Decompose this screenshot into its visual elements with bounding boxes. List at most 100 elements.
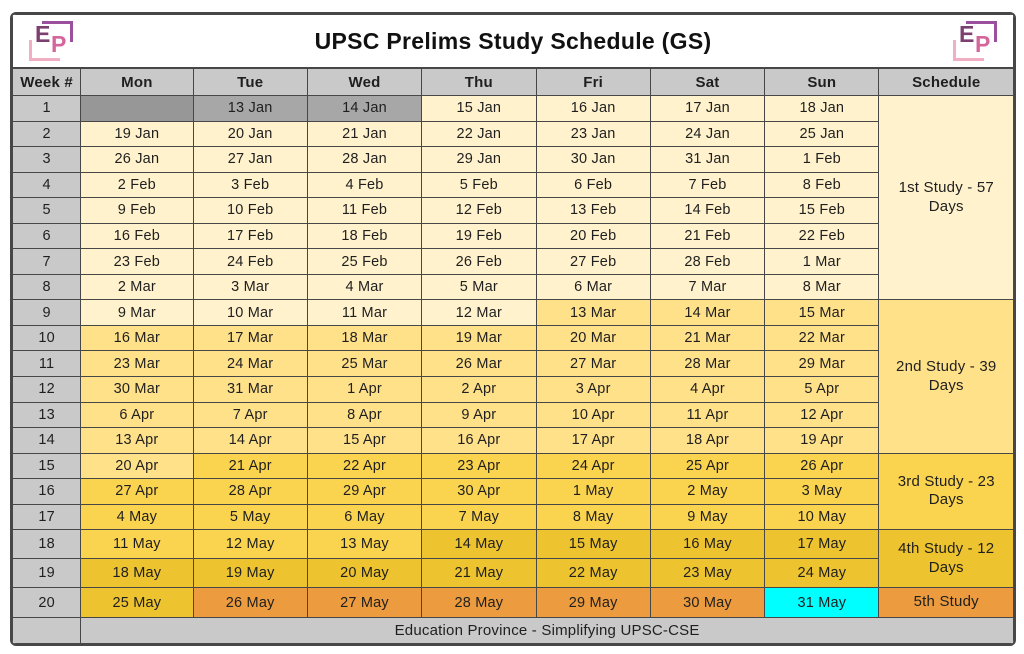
day-cell: 25 Mar bbox=[306, 350, 423, 378]
day-cell: 11 Mar bbox=[306, 299, 423, 326]
day-cell: 1 Mar bbox=[764, 248, 880, 275]
day-cell: 8 May bbox=[535, 503, 651, 531]
schedule-block: 4th Study - 12 Days bbox=[878, 529, 1014, 589]
day-cell: 13 Mar bbox=[535, 299, 651, 326]
day-cell: 21 Apr bbox=[192, 452, 308, 480]
day-cell: 6 Feb bbox=[535, 171, 651, 199]
day-cell: 12 Apr bbox=[764, 401, 880, 429]
day-cell: 31 Jan bbox=[649, 146, 766, 173]
day-cell: 4 Apr bbox=[649, 376, 766, 403]
day-cell: 19 Feb bbox=[421, 222, 537, 250]
day-cell: 17 Apr bbox=[535, 427, 651, 454]
day-cell: 8 Apr bbox=[306, 401, 423, 429]
week-number: 10 bbox=[12, 324, 82, 352]
day-cell: 30 Jan bbox=[535, 146, 651, 173]
day-cell: 7 Mar bbox=[649, 273, 766, 301]
week-number: 17 bbox=[12, 503, 82, 531]
week-number: 4 bbox=[12, 171, 82, 199]
day-cell: 3 May bbox=[764, 478, 880, 505]
schedule-block: 5th Study bbox=[878, 587, 1014, 618]
day-cell: 5 May bbox=[192, 503, 308, 531]
week-row: 14 13 Apr 14 Apr 15 Apr 16 Apr 17 Apr 18 Apr 19… bbox=[12, 427, 1014, 454]
week-number: 12 bbox=[12, 376, 82, 403]
day-cell: 1 Feb bbox=[764, 146, 880, 173]
day-cell: 28 Mar bbox=[649, 350, 766, 378]
day-cell: 17 Feb bbox=[192, 222, 308, 250]
day-cell: 29 Jan bbox=[421, 146, 537, 173]
day-cell: 20 Apr bbox=[80, 452, 194, 480]
schedule-card: E P UPSC Prelims Study Schedule (GS) E P… bbox=[10, 12, 1016, 646]
day-cell: 16 Apr bbox=[421, 427, 537, 454]
day-cell: 17 May bbox=[764, 529, 880, 560]
day-cell: 11 Feb bbox=[306, 197, 423, 224]
day-cell: 28 Apr bbox=[192, 478, 308, 505]
column-header: Schedule bbox=[878, 67, 1014, 96]
day-cell: 23 Mar bbox=[80, 350, 194, 378]
schedule-block: 3rd Study - 23 Days bbox=[878, 452, 1014, 531]
footer-empty-cell bbox=[12, 617, 82, 644]
week-number: 11 bbox=[12, 350, 82, 378]
day-cell: 9 May bbox=[649, 503, 766, 531]
week-number: 1 bbox=[12, 95, 82, 122]
day-cell: 18 May bbox=[80, 558, 194, 589]
logo-bracket-icon bbox=[42, 21, 73, 43]
day-cell: 23 Apr bbox=[421, 452, 537, 480]
day-cell: 4 May bbox=[80, 503, 194, 531]
day-cell: 5 Apr bbox=[764, 376, 880, 403]
ep-logo-left: E P bbox=[27, 20, 75, 62]
logo-letter-p: P bbox=[975, 31, 991, 57]
day-cell: 16 Mar bbox=[80, 324, 194, 352]
day-cell: 5 Mar bbox=[421, 273, 537, 301]
week-number: 20 bbox=[12, 587, 82, 618]
day-cell: 22 Jan bbox=[421, 120, 537, 148]
day-cell: 27 Feb bbox=[535, 248, 651, 275]
week-number: 2 bbox=[12, 120, 82, 148]
day-cell: 10 Feb bbox=[192, 197, 308, 224]
day-cell: 22 Mar bbox=[764, 324, 880, 352]
day-cell: 5 Feb bbox=[421, 171, 537, 199]
column-header: Fri bbox=[535, 67, 651, 96]
day-cell: 27 May bbox=[306, 587, 423, 618]
logo-letter-e: E bbox=[959, 21, 975, 47]
week-row: 2 19 Jan 20 Jan 21 Jan 22 Jan 23 Jan 24 Jan 25 … bbox=[12, 120, 1014, 148]
day-cell: 30 Apr bbox=[421, 478, 537, 505]
day-cell: 30 May bbox=[649, 587, 766, 618]
day-cell: 24 May bbox=[764, 558, 880, 589]
week-row: 20 25 May 26 May 27 May 28 May 29 May 30 May 31… bbox=[12, 587, 1014, 618]
day-cell: 12 Mar bbox=[421, 299, 537, 326]
day-cell: 1 May bbox=[535, 478, 651, 505]
week-row: 10 16 Mar 17 Mar 18 Mar 19 Mar 20 Mar 21 Mar 22… bbox=[12, 324, 1014, 352]
day-cell: 26 May bbox=[192, 587, 308, 618]
day-cell: 29 May bbox=[535, 587, 651, 618]
day-cell: 20 Mar bbox=[535, 324, 651, 352]
day-cell: 28 Jan bbox=[306, 146, 423, 173]
week-row: 17 4 May 5 May 6 May 7 May 8 May 9 May 10 May bbox=[12, 503, 1014, 531]
day-cell: 7 Apr bbox=[192, 401, 308, 429]
column-header: Sun bbox=[764, 67, 880, 96]
day-cell: 18 Mar bbox=[306, 324, 423, 352]
week-row: 13 6 Apr 7 Apr 8 Apr 9 Apr 10 Apr 11 Apr 12 Apr bbox=[12, 401, 1014, 429]
day-cell: 15 May bbox=[535, 529, 651, 560]
day-cell: 15 Apr bbox=[306, 427, 423, 454]
week-row: 7 23 Feb 24 Feb 25 Feb 26 Feb 27 Feb 28 Feb 1 M… bbox=[12, 248, 1014, 275]
day-cell: 14 Feb bbox=[649, 197, 766, 224]
day-cell: 4 Mar bbox=[306, 273, 423, 301]
day-cell: 22 May bbox=[535, 558, 651, 589]
day-cell: 6 Apr bbox=[80, 401, 194, 429]
day-cell: 26 Mar bbox=[421, 350, 537, 378]
day-cell: 14 Jan bbox=[306, 95, 423, 122]
day-cell: 23 Jan bbox=[535, 120, 651, 148]
day-cell: 11 May bbox=[80, 529, 194, 560]
day-cell: 2 May bbox=[649, 478, 766, 505]
week-number: 9 bbox=[12, 299, 82, 326]
day-cell: 23 Feb bbox=[80, 248, 194, 275]
week-number: 6 bbox=[12, 222, 82, 250]
week-row: 1 13 Jan 14 Jan 15 Jan 16 Jan 17 Jan 18 Jan 1st… bbox=[12, 94, 1014, 301]
schedule-block: 1st Study - 57 Days bbox=[878, 94, 1014, 301]
day-cell: 11 Apr bbox=[649, 401, 766, 429]
day-cell: 7 Feb bbox=[649, 171, 766, 199]
day-cell: 25 Jan bbox=[764, 120, 880, 148]
day-cell: 12 May bbox=[192, 529, 308, 560]
day-cell: 27 Apr bbox=[80, 478, 194, 505]
